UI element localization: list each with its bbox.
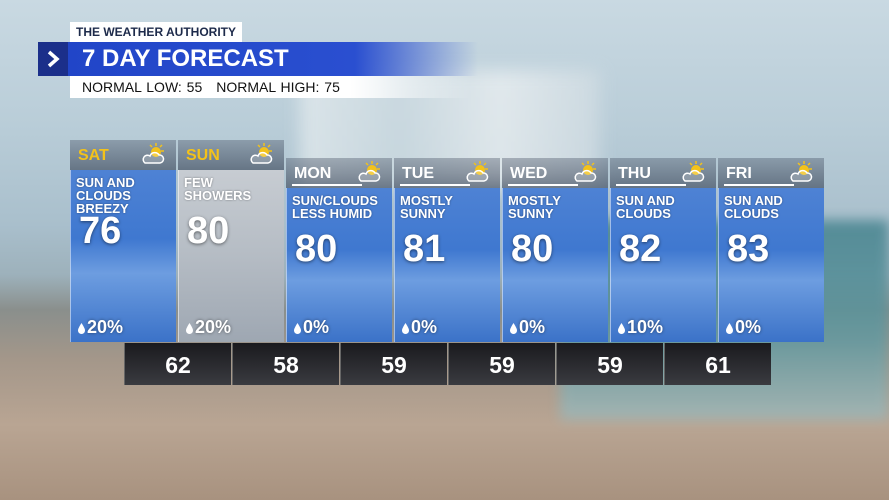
condition: SUN/CLOUDS LESS HUMID	[292, 193, 378, 221]
day-column: WED MOSTLY SUNNY 80 0%	[502, 158, 608, 342]
day-panel: FEW SHOWERS 80 20%	[178, 170, 284, 342]
low-temp: 61	[664, 343, 771, 385]
precip: 20%	[77, 317, 123, 338]
underline	[508, 184, 578, 186]
weather-icon	[466, 161, 489, 182]
day-column: THU SUN AND CLOUDS 82 10%	[610, 158, 716, 342]
day-panel: SUN AND CLOUDS 82 10%	[610, 188, 716, 342]
day-name: MON	[294, 165, 332, 182]
low-temp: 59	[340, 343, 447, 385]
day-name: SUN	[186, 147, 220, 164]
day-column: SUN FEW SHOWERS 80 20%	[178, 140, 284, 342]
day-panel: MOSTLY SUNNY 80 0%	[502, 188, 608, 342]
precip: 20%	[185, 317, 231, 338]
precip: 0%	[401, 317, 437, 338]
condition: MOSTLY SUNNY	[508, 193, 561, 221]
high-temp: 82	[619, 228, 662, 270]
underline	[724, 184, 794, 186]
day-name: FRI	[726, 165, 752, 182]
weather-icon	[574, 161, 597, 182]
precip-value: 20%	[87, 317, 124, 337]
weather-icon	[358, 161, 381, 182]
condition: FEW SHOWERS	[184, 175, 252, 203]
low-temp: 59	[556, 343, 663, 385]
day-column: TUE MOSTLY SUNNY 81 0%	[394, 158, 500, 342]
day-header: WED	[502, 158, 608, 188]
day-panel: SUN AND CLOUDS BREEZY 76 20%	[70, 170, 176, 342]
high-temp: 76	[79, 210, 122, 252]
title: 7 DAY FORECAST	[68, 42, 478, 76]
normal-low: NORMAL LOW: 55	[82, 79, 203, 95]
precip-value: 0%	[303, 317, 330, 337]
drop-icon	[294, 323, 301, 334]
weather-icon	[142, 143, 165, 164]
precip: 0%	[509, 317, 545, 338]
day-column: MON SUN/CLOUDS LESS HUMID 80 0%	[286, 158, 392, 342]
drop-icon	[618, 323, 625, 334]
high-temp: 81	[403, 228, 446, 270]
precip: 10%	[617, 317, 663, 338]
high-temp: 80	[187, 210, 230, 252]
underline	[400, 184, 470, 186]
normal-high: NORMAL HIGH: 75	[216, 79, 340, 95]
day-name: SAT	[78, 147, 109, 164]
day-header: TUE	[394, 158, 500, 188]
drop-icon	[726, 323, 733, 334]
day-name: TUE	[402, 165, 434, 182]
day-column: FRI SUN AND CLOUDS 83 0%	[718, 158, 824, 342]
weather-icon	[682, 161, 705, 182]
weather-icon	[250, 143, 273, 164]
condition: SUN AND CLOUDS	[616, 193, 675, 221]
precip-value: 20%	[195, 317, 232, 337]
day-header: FRI	[718, 158, 824, 188]
underline	[616, 184, 686, 186]
condition: SUN AND CLOUDS BREEZY	[76, 175, 135, 216]
day-header: SUN	[178, 140, 284, 170]
day-panel: MOSTLY SUNNY 81 0%	[394, 188, 500, 342]
chevron	[38, 42, 68, 76]
day-header: SAT	[70, 140, 176, 170]
day-header: THU	[610, 158, 716, 188]
precip: 0%	[725, 317, 761, 338]
drop-icon	[402, 323, 409, 334]
condition: MOSTLY SUNNY	[400, 193, 453, 221]
underline	[292, 184, 362, 186]
day-name: WED	[510, 165, 548, 182]
drop-icon	[186, 323, 193, 334]
high-temp: 83	[727, 228, 770, 270]
weather-icon	[790, 161, 813, 182]
precip-value: 0%	[735, 317, 762, 337]
brand: THE WEATHER AUTHORITY	[70, 22, 242, 42]
high-temp: 80	[511, 228, 554, 270]
day-panel: SUN/CLOUDS LESS HUMID 80 0%	[286, 188, 392, 342]
high-temp: 80	[295, 228, 338, 270]
day-header: MON	[286, 158, 392, 188]
drop-icon	[510, 323, 517, 334]
low-temp: 62	[124, 343, 231, 385]
day-column: SAT SUN AND CLOUDS BREEZY 76 20%	[70, 140, 176, 342]
low-temp: 59	[448, 343, 555, 385]
precip-value: 10%	[627, 317, 664, 337]
day-name: THU	[618, 165, 651, 182]
condition: SUN AND CLOUDS	[724, 193, 783, 221]
precip-value: 0%	[519, 317, 546, 337]
day-panel: SUN AND CLOUDS 83 0%	[718, 188, 824, 342]
drop-icon	[78, 323, 85, 334]
normals: NORMAL LOW: 55 NORMAL HIGH: 75	[70, 76, 470, 98]
precip: 0%	[293, 317, 329, 338]
low-temp: 58	[232, 343, 339, 385]
precip-value: 0%	[411, 317, 438, 337]
